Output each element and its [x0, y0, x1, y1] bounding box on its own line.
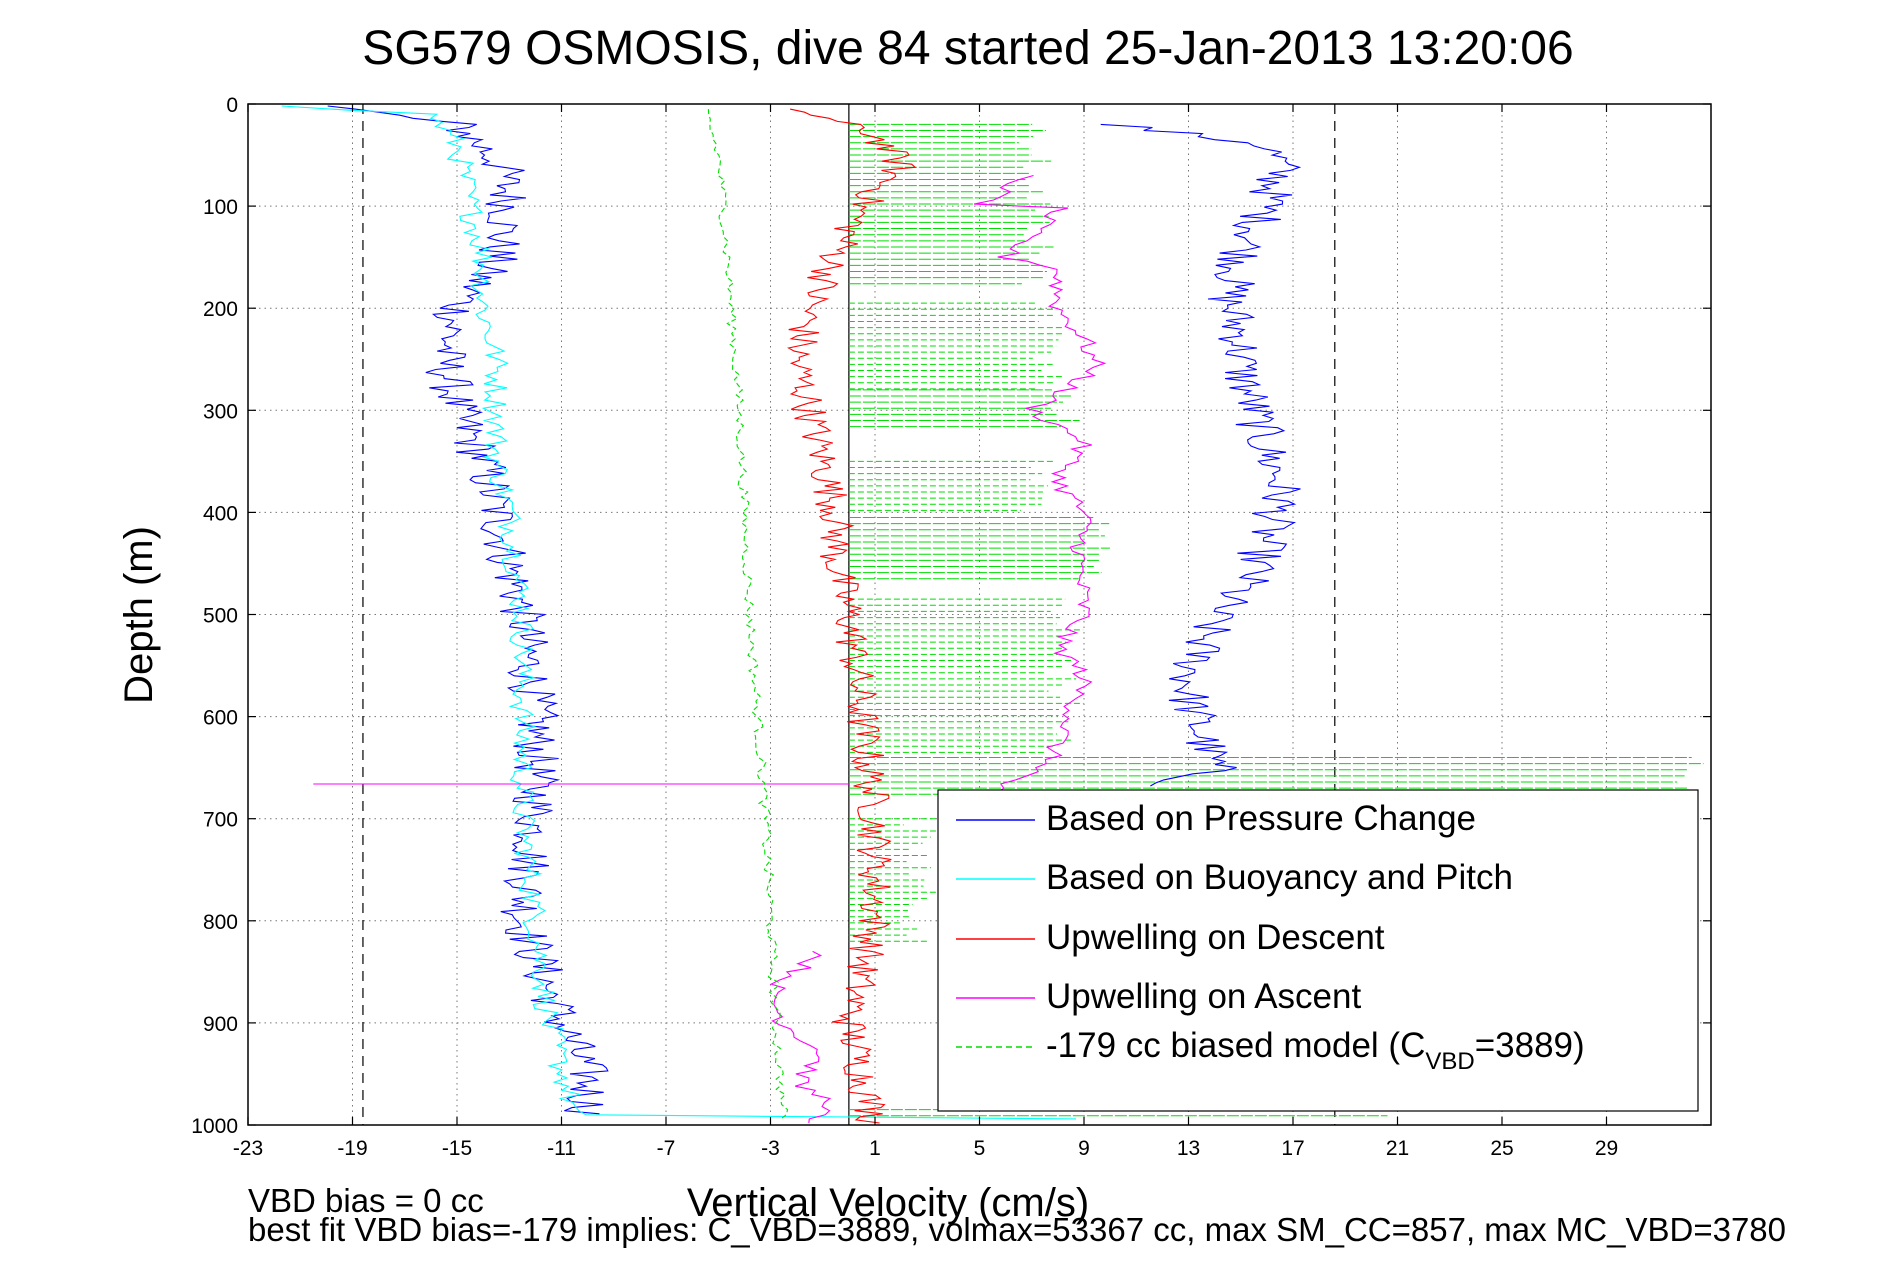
legend-item-3: Upwelling on Ascent [956, 977, 1361, 1016]
series-0-segment-0 [327, 105, 609, 1115]
y-tick-label-5: 500 [203, 605, 238, 628]
series-4 [707, 109, 789, 1121]
best-fit-summary: best fit VBD bias=-179 implies: C_VBD=38… [248, 1211, 1786, 1248]
series-2 [787, 108, 917, 1124]
series-1 [281, 105, 1077, 1120]
x-tick-label-12: 25 [1490, 1137, 1513, 1160]
y-tick-label-10: 1000 [191, 1115, 238, 1138]
legend-item-1: Based on Buoyancy and Pitch [956, 858, 1513, 897]
y-tick-label-8: 800 [203, 911, 238, 934]
legend-item-2: Upwelling on Descent [956, 918, 1385, 957]
legend-label-0: Based on Pressure Change [1046, 799, 1476, 838]
legend: Based on Pressure Change Based on Buoyanc… [937, 789, 1699, 1112]
series-0-segment-1 [1100, 123, 1302, 787]
x-tick-label-8: 9 [1078, 1137, 1090, 1160]
vbd-bias-label: VBD bias = 0 cc [248, 1182, 484, 1219]
y-tick-label-6: 600 [203, 707, 238, 730]
x-axis-label: Vertical Velocity (cm/s) [687, 1181, 1089, 1225]
series-1-segment-0 [281, 105, 1077, 1120]
y-tick-label-3: 300 [203, 400, 238, 423]
series-2-segment-0 [787, 108, 917, 1124]
legend-label-2: Upwelling on Descent [1046, 918, 1385, 957]
x-axis-ticks: -23 -19 -15 -11 -7 -3 1 5 9 13 17 21 25 29 [233, 104, 1618, 1160]
x-tick-label-3: -11 [547, 1137, 576, 1160]
chart-title: SG579 OSMOSIS, dive 84 started 25-Jan-20… [362, 22, 1573, 75]
legend-label-1: Based on Buoyancy and Pitch [1046, 858, 1513, 897]
ascent-model-band-7 [848, 818, 940, 942]
y-axis-label: Depth (m) [117, 526, 161, 704]
y-tick-label-4: 400 [203, 502, 238, 525]
ascent-model-band-4 [848, 517, 1110, 580]
series-3-segment-1 [769, 950, 832, 1124]
series-3 [313, 174, 1107, 1124]
ascent-model-band-3 [848, 460, 1055, 511]
x-tick-label-5: -3 [761, 1137, 780, 1160]
legend-item-0: Based on Pressure Change [956, 799, 1476, 838]
x-tick-label-9: 13 [1177, 1137, 1200, 1160]
ascent-model-band-1 [848, 302, 1065, 390]
y-tick-label-1: 100 [203, 196, 238, 219]
x-tick-label-10: 17 [1281, 1137, 1304, 1160]
y-tick-label-0: 0 [226, 94, 238, 117]
x-tick-label-13: 29 [1595, 1137, 1618, 1160]
series-4-segment-0 [707, 109, 789, 1121]
x-tick-label-11: 21 [1386, 1137, 1409, 1160]
series-0 [327, 105, 1302, 1115]
series-3-segment-2 [973, 174, 1107, 797]
legend-label-3: Upwelling on Ascent [1046, 977, 1361, 1016]
x-tick-label-7: 5 [974, 1137, 986, 1160]
ascent-model-band-5 [848, 598, 1084, 753]
y-axis-ticks: 0 100 200 300 400 500 600 700 800 900 1000 [191, 94, 1711, 1138]
data-series [281, 105, 1302, 1124]
legend-box [937, 789, 1699, 1112]
y-tick-label-9: 900 [203, 1013, 238, 1036]
x-tick-label-6: 1 [869, 1137, 881, 1160]
y-tick-label-2: 200 [203, 298, 238, 321]
x-tick-label-2: -15 [442, 1137, 472, 1160]
y-tick-label-7: 700 [203, 809, 238, 832]
x-tick-label-4: -7 [657, 1137, 676, 1160]
x-tick-label-0: -23 [233, 1137, 263, 1160]
x-tick-label-1: -19 [337, 1137, 367, 1160]
